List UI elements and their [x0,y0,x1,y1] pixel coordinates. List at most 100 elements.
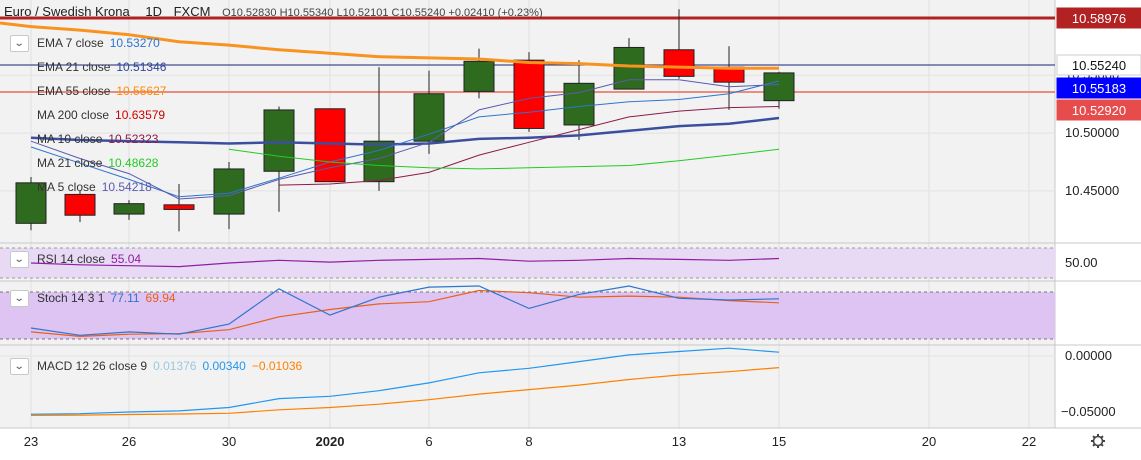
candle-down [163,204,195,210]
time-axis-label: 23 [24,434,38,449]
price-tag-label: 10.58976 [1072,11,1126,26]
stoch-band [0,292,1055,339]
chevron-down-icon: ⌄ [14,37,25,49]
legend-ema55-value: 10.55627 [116,84,167,98]
symbol-name: Euro / Swedish Krona [4,4,130,19]
rsi-axis-label: 50.00 [1065,255,1098,270]
legend-ema21[interactable]: EMA 21 close 10.51346 [37,60,166,74]
legend-ema7[interactable]: EMA 7 close 10.53270 [37,36,160,50]
legend-ma10-label: MA 10 close [37,132,103,146]
legend-stoch[interactable]: Stoch 14 3 1 77.11 69.94 [37,291,176,305]
price-tag-label: 10.55183 [1072,81,1126,96]
price-tag [1056,77,1141,99]
legend-ema7-label: EMA 7 close [37,36,104,50]
legend-ma10[interactable]: MA 10 close 10.52323 [37,132,158,146]
legend-ma21-label: MA 21 close [37,156,103,170]
legend-ema21-value: 10.51346 [116,60,167,74]
time-axis-label: 6 [425,434,432,449]
legend-ema7-value: 10.53270 [109,36,160,50]
candle-up [563,82,595,126]
stoch-collapse-button[interactable]: ⌄ [10,290,29,307]
time-axis-label: 22 [1022,434,1036,449]
time-axis-label: 2020 [316,434,345,449]
gear-icon-tooth [1100,435,1104,439]
legend-ma5-label: MA 5 close [37,180,96,194]
close-value: C10.55240 [391,7,446,19]
candle-down [663,49,695,77]
macd-line [30,347,780,415]
rsi-band [0,248,1055,278]
legend-ema55-label: EMA 55 close [37,84,111,98]
legend-ma5[interactable]: MA 5 close 10.54218 [37,180,152,194]
rsi-collapse-button[interactable]: ⌄ [10,251,29,268]
candle-up [213,168,245,215]
gear-icon-tooth [1092,443,1096,447]
macd-axis-label: 0.00000 [1065,348,1112,363]
price-axis-background [1055,0,1141,460]
candle-up [763,72,795,102]
macd-axis-label: −0.05000 [1061,404,1116,419]
legend-collapse-button[interactable]: ⌄ [10,35,29,52]
candle-up [113,203,145,215]
time-axis-label: 13 [672,434,686,449]
macd-signal-line [30,367,780,416]
time-axis-background [0,428,1141,460]
legend-macd-label: MACD 12 26 close 9 [37,359,148,373]
legend-ma21-value: 10.48628 [108,156,159,170]
price-tag [1056,99,1141,121]
legend-ma200[interactable]: MA 200 close 10.63579 [37,108,165,122]
chevron-down-icon: ⌄ [14,360,25,372]
legend-rsi-value: 55.04 [111,252,142,266]
series-line-ma-21-close [228,148,780,170]
legend-stoch-d: 69.94 [145,291,176,305]
series-line-ema-55-close [30,25,779,70]
legend-ma200-value: 10.63579 [115,108,166,122]
ohlc-readout: O10.52830 H10.55340 L10.52101 C10.55240 … [222,7,543,19]
price-tag-label: 10.52920 [1072,103,1126,118]
price-axis-label: 10.45000 [1065,183,1119,198]
series-line-ma-5-close [30,79,780,200]
series-line-ema-55-lead [0,21,32,29]
legend-macd[interactable]: MACD 12 26 close 9 0.01376 0.00340 −0.01036 [37,359,302,373]
price-tag [1056,7,1141,29]
legend-stoch-label: Stoch 14 3 1 [37,291,105,305]
candle-up [363,140,395,183]
candle-down [513,59,545,129]
time-axis-label: 15 [772,434,786,449]
exchange-label: FXCM [173,4,211,19]
legend-rsi[interactable]: RSI 14 close 55.04 [37,252,141,266]
legend-macd-signal: −0.01036 [251,359,303,373]
symbol-header: Euro / Swedish Krona 1D FXCM O10.52830 H… [4,4,543,19]
stoch-d-line [30,289,780,338]
legend-ema55[interactable]: EMA 55 close 10.55627 [37,84,166,98]
series-line-ma-10-close [278,106,780,186]
time-axis-label: 20 [922,434,936,449]
stoch-k-line [30,285,780,336]
price-tag [1056,54,1141,76]
legend-rsi-label: RSI 14 close [37,252,106,266]
open-value: O10.52830 [222,7,277,19]
series-line-ema-21-close [30,116,780,146]
legend-ma200-label: MA 200 close [37,108,110,122]
gear-icon-tooth [1100,443,1104,447]
legend-macd-macd: 0.00340 [202,359,246,373]
rsi-line [30,257,780,268]
legend-ma5-value: 10.54218 [101,180,152,194]
candle-up [263,109,295,172]
time-axis-label: 30 [222,434,236,449]
candle-down [314,108,346,183]
candle-up [463,60,495,92]
gear-icon[interactable] [1091,434,1105,448]
change-value: +0.02410 (+0.23%) [448,7,543,19]
legend-ma21[interactable]: MA 21 close 10.48628 [37,156,158,170]
interval-label[interactable]: 1D [145,4,162,19]
candle-up [15,182,47,224]
legend-ma10-value: 10.52323 [108,132,159,146]
legend-macd-hist: 0.01376 [153,359,197,373]
price-axis-label: 10.50000 [1065,125,1119,140]
macd-collapse-button[interactable]: ⌄ [10,358,29,375]
legend-ema21-label: EMA 21 close [37,60,111,74]
time-axis-label: 8 [525,434,532,449]
legend-stoch-k: 77.11 [110,291,140,305]
